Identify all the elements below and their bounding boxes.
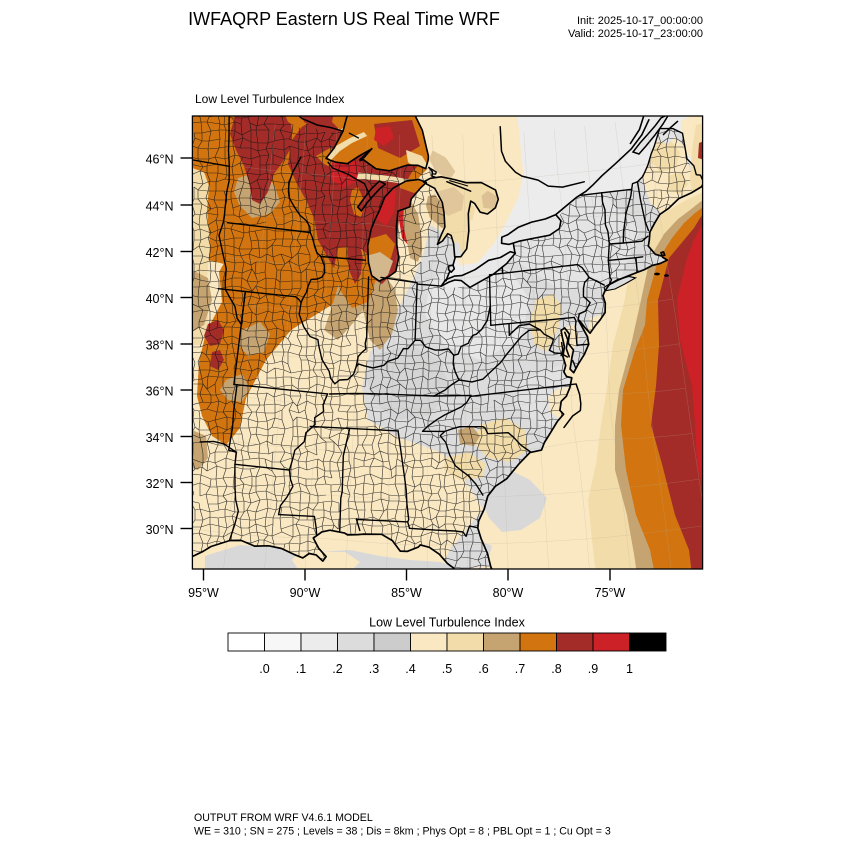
svg-text:.3: .3	[369, 662, 379, 676]
svg-text:85°W: 85°W	[391, 586, 422, 600]
svg-text:.0: .0	[259, 662, 269, 676]
svg-text:Valid: 2025-10-17_23:00:00: Valid: 2025-10-17_23:00:00	[568, 28, 703, 40]
svg-text:.6: .6	[478, 662, 488, 676]
svg-text:80°W: 80°W	[493, 586, 524, 600]
svg-text:75°W: 75°W	[595, 586, 626, 600]
svg-text:.7: .7	[515, 662, 525, 676]
svg-text:30°N: 30°N	[146, 523, 174, 537]
svg-text:90°W: 90°W	[290, 586, 321, 600]
svg-text:.8: .8	[551, 662, 561, 676]
svg-text:Low Level Turbulence Index: Low Level Turbulence Index	[195, 92, 344, 106]
svg-text:.1: .1	[296, 662, 306, 676]
svg-text:IWFAQRP Eastern US Real Time W: IWFAQRP Eastern US Real Time WRF	[188, 9, 500, 29]
svg-text:44°N: 44°N	[146, 200, 174, 214]
svg-text:36°N: 36°N	[146, 385, 174, 399]
svg-text:32°N: 32°N	[146, 477, 174, 491]
svg-text:WE = 310 ; SN = 275 ; Levels =: WE = 310 ; SN = 275 ; Levels = 38 ; Dis …	[194, 826, 611, 838]
svg-text:.5: .5	[442, 662, 452, 676]
svg-text:Low Level Turbulence Index: Low Level Turbulence Index	[369, 616, 525, 630]
svg-text:OUTPUT FROM WRF V4.6.1 MODEL: OUTPUT FROM WRF V4.6.1 MODEL	[194, 812, 373, 824]
svg-text:42°N: 42°N	[146, 246, 174, 260]
svg-text:46°N: 46°N	[146, 153, 174, 167]
svg-text:.2: .2	[332, 662, 342, 676]
svg-text:.9: .9	[588, 662, 598, 676]
svg-text:34°N: 34°N	[146, 431, 174, 445]
svg-text:.4: .4	[405, 662, 415, 676]
svg-text:Init: 2025-10-17_00:00:00: Init: 2025-10-17_00:00:00	[577, 15, 703, 27]
svg-text:95°W: 95°W	[188, 586, 219, 600]
svg-text:38°N: 38°N	[146, 339, 174, 353]
svg-text:1: 1	[626, 662, 633, 676]
svg-text:40°N: 40°N	[146, 292, 174, 306]
